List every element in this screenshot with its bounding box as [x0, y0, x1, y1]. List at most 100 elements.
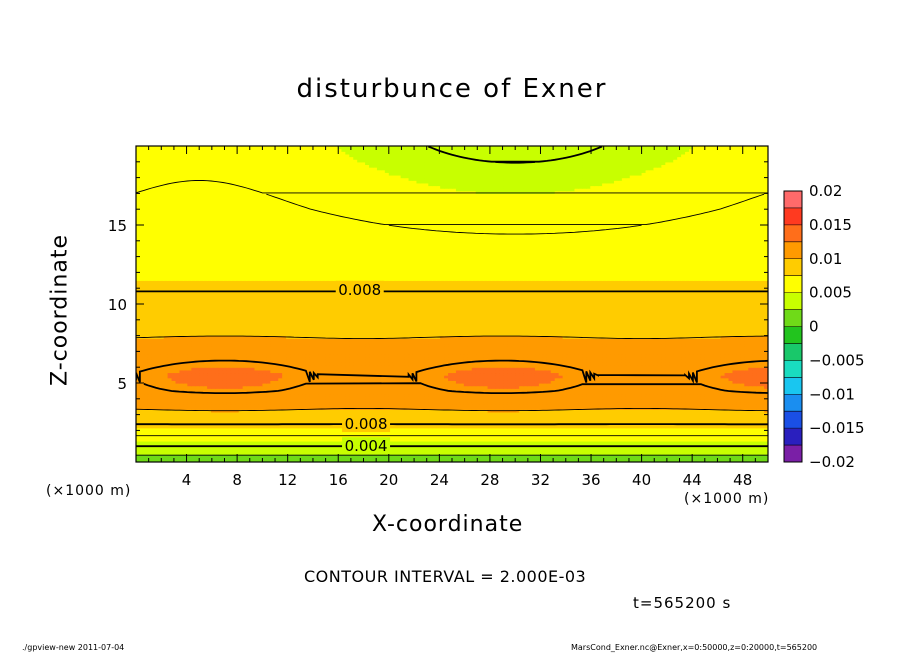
- contour-cell: [617, 448, 623, 453]
- contour-cell: [728, 459, 734, 462]
- contour-cell: [629, 454, 635, 458]
- contour-cell: [191, 396, 196, 400]
- contour-cell: [467, 419, 473, 424]
- contour-cell: [262, 417, 267, 421]
- contour-cell: [598, 411, 603, 416]
- contour-cell: [179, 425, 184, 429]
- contour-cell: [230, 427, 236, 431]
- contour-cell: [645, 396, 651, 400]
- contour-cell: [297, 406, 303, 410]
- contour-cell: [151, 448, 157, 453]
- contour-cell: [732, 419, 737, 424]
- contour-cell: [720, 440, 726, 445]
- contour-cell: [333, 414, 339, 418]
- contour-cell: [689, 448, 694, 453]
- contour-cell: [440, 411, 445, 416]
- contour-cell: [661, 448, 666, 453]
- contour-cell: [523, 438, 528, 442]
- contour-cell: [297, 435, 303, 439]
- contour-cell: [531, 398, 536, 403]
- contour-cell: [380, 401, 386, 405]
- contour-cell: [700, 409, 706, 413]
- contour-cell: [546, 448, 552, 453]
- contour-cell: [143, 456, 149, 460]
- contour-cell: [487, 446, 493, 450]
- contour-cell: [756, 451, 761, 455]
- contour-cell: [550, 414, 556, 418]
- contour-cell: [720, 433, 726, 437]
- contour-cell: [218, 396, 224, 400]
- contour-cell: [290, 406, 295, 410]
- contour-cell: [436, 448, 441, 453]
- contour-cell: [696, 411, 702, 416]
- contour-cell: [649, 443, 655, 447]
- contour-cell: [598, 438, 603, 442]
- contour-cell: [301, 443, 307, 447]
- contour-cell: [463, 433, 469, 437]
- contour-cell: [329, 409, 335, 413]
- contour-cell: [218, 393, 224, 397]
- contour-cell: [420, 411, 425, 416]
- contour-cell: [167, 401, 173, 405]
- contour-cell: [586, 433, 591, 437]
- contour-cell: [254, 446, 260, 450]
- contour-cell: [179, 451, 184, 455]
- contour-cell: [400, 456, 406, 460]
- contour-cell: [412, 435, 418, 439]
- contour-cell: [282, 435, 287, 439]
- contour-cell: [570, 448, 576, 453]
- contour-cell: [207, 430, 212, 434]
- contour-cell: [527, 438, 532, 442]
- contour-cell: [380, 459, 386, 462]
- contour-cell: [428, 459, 433, 462]
- contour-cell: [270, 409, 275, 413]
- contour-cell: [570, 433, 576, 437]
- contour-cell: [230, 440, 236, 445]
- contour-cell: [171, 393, 177, 397]
- contour-cell: [199, 454, 204, 458]
- contour-cell: [653, 414, 658, 418]
- contour-cell: [744, 427, 749, 431]
- contour-cell: [744, 446, 749, 450]
- contour-cell: [645, 401, 651, 405]
- contour-cell: [578, 448, 583, 453]
- contour-cell: [491, 401, 497, 405]
- contour-cell: [752, 438, 757, 442]
- contour-cell: [491, 451, 497, 455]
- contour-cell: [452, 433, 457, 437]
- contour-cell: [720, 414, 726, 418]
- contour-cell: [657, 425, 662, 429]
- contour-cell: [147, 409, 153, 413]
- contour-cell: [503, 411, 508, 416]
- contour-cell: [305, 456, 311, 460]
- contour-cell: [748, 454, 753, 458]
- contour-cell: [582, 456, 587, 460]
- contour-cell: [143, 414, 149, 418]
- contour-cell: [416, 425, 421, 429]
- contour-cell: [542, 443, 548, 447]
- contour-cell: [720, 443, 726, 447]
- contour-cell: [708, 430, 714, 434]
- contour-cell: [151, 443, 157, 447]
- contour-cell: [617, 396, 623, 400]
- contour-cell: [507, 456, 512, 460]
- contour-cell: [218, 417, 224, 421]
- contour-cell: [728, 443, 734, 447]
- contour-cell: [566, 454, 572, 458]
- contour-cell: [452, 443, 457, 447]
- contour-cell: [365, 409, 370, 413]
- contour-cell: [527, 435, 532, 439]
- contour-cell: [637, 448, 643, 453]
- contour-cell: [424, 454, 429, 458]
- contour-cell: [760, 419, 765, 424]
- contour-cell: [459, 427, 465, 431]
- contour-cell: [396, 414, 402, 418]
- contour-cell: [712, 446, 718, 450]
- contour-cell: [416, 448, 421, 453]
- contour-cell: [250, 435, 256, 439]
- contour-cell: [309, 406, 315, 410]
- contour-cell: [696, 454, 702, 458]
- contour-cell: [309, 438, 315, 442]
- contour-cell: [499, 459, 504, 462]
- contour-cell: [594, 406, 599, 410]
